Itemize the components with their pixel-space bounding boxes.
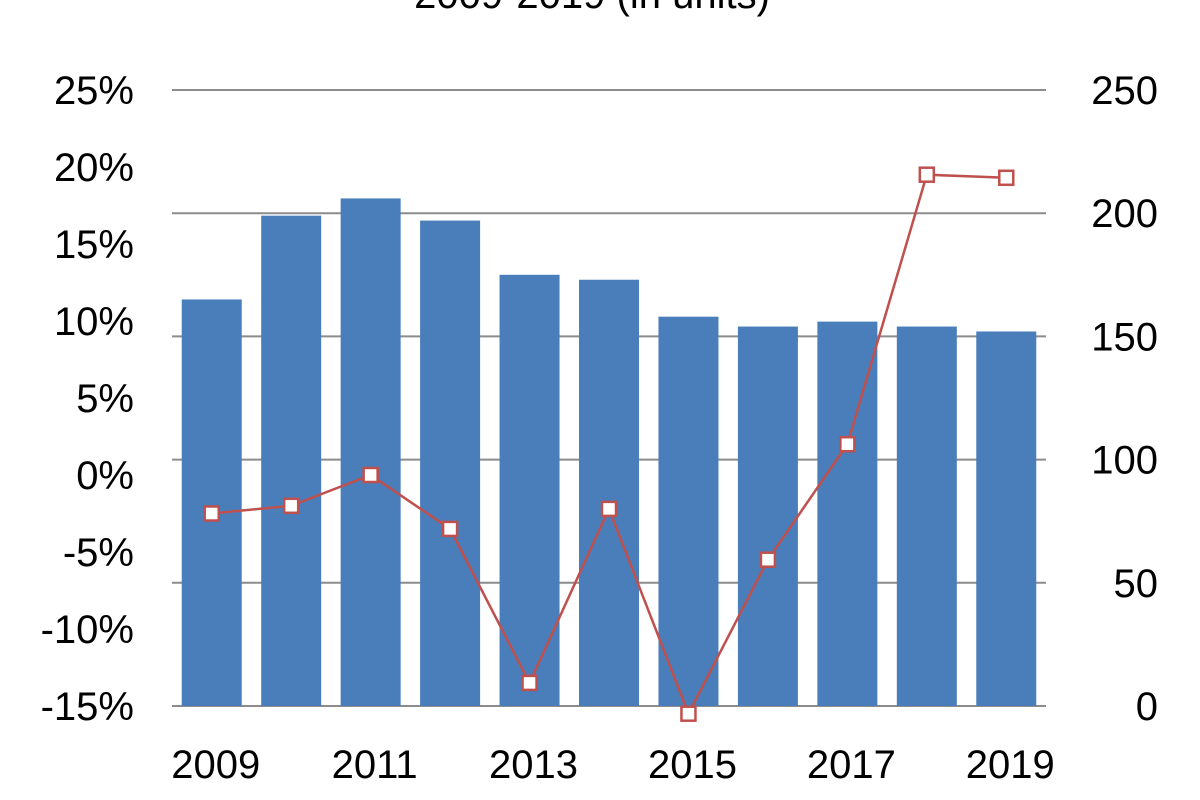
left-tick-label: -10%	[41, 608, 134, 652]
left-tick-label: 10%	[54, 300, 134, 344]
right-tick-label: 150	[1091, 315, 1158, 359]
bar-2015	[658, 316, 719, 706]
left-tick-label: -15%	[41, 685, 134, 729]
bar-2016	[737, 326, 798, 706]
left-tick-label: -5%	[63, 531, 134, 575]
line-marker-2012	[441, 520, 459, 538]
x-tick-label: 2011	[332, 743, 418, 787]
bar-2011	[340, 198, 401, 706]
right-tick-label: 250	[1091, 69, 1158, 113]
bar-2014	[579, 279, 639, 706]
x-tick-label: 2013	[489, 743, 578, 787]
line-marker-2010	[282, 497, 300, 515]
x-tick-label: 2019	[966, 743, 1055, 787]
right-tick-label: 50	[1114, 562, 1159, 606]
bar-2012	[420, 220, 481, 707]
x-axis: 2009 2011 2013 2015 2017 2019	[171, 743, 1055, 787]
chart-title: 2009-2019 (in units)	[414, 0, 770, 17]
x-tick-label: 2009	[171, 743, 260, 787]
line-marker-2016	[759, 551, 777, 568]
x-tick-label: 2015	[648, 743, 737, 787]
left-tick-label: 0%	[76, 454, 134, 498]
left-tick-label: 25%	[54, 69, 134, 113]
bar-series	[181, 198, 1037, 707]
left-axis: 25% 20% 15% 10% 5% 0% -5% -10% -15%	[41, 69, 134, 729]
line-marker-2017	[839, 435, 856, 453]
line-marker-2018	[918, 166, 936, 183]
x-tick-label: 2017	[807, 743, 896, 787]
bar-2017	[817, 321, 878, 706]
bar-2013	[499, 274, 560, 706]
bar-2019	[976, 331, 1037, 706]
line-marker-2015	[680, 705, 697, 722]
line-marker-2013	[521, 674, 538, 692]
line-marker-2011	[362, 466, 379, 484]
line-series	[203, 166, 1015, 722]
left-tick-label: 15%	[54, 223, 134, 267]
left-tick-label: 20%	[54, 146, 134, 190]
bar-2009	[181, 299, 242, 706]
line-marker-2014	[600, 500, 618, 518]
line-marker-2009	[203, 505, 220, 522]
right-tick-label: 200	[1091, 192, 1158, 236]
bar-2018	[896, 326, 957, 706]
right-tick-label: 0	[1136, 685, 1158, 729]
bar-2010	[261, 215, 322, 706]
right-tick-label: 100	[1091, 439, 1158, 483]
line-marker-2019	[998, 169, 1015, 187]
left-tick-label: 5%	[76, 377, 134, 421]
right-axis: 250 200 150 100 50 0	[1091, 69, 1158, 729]
